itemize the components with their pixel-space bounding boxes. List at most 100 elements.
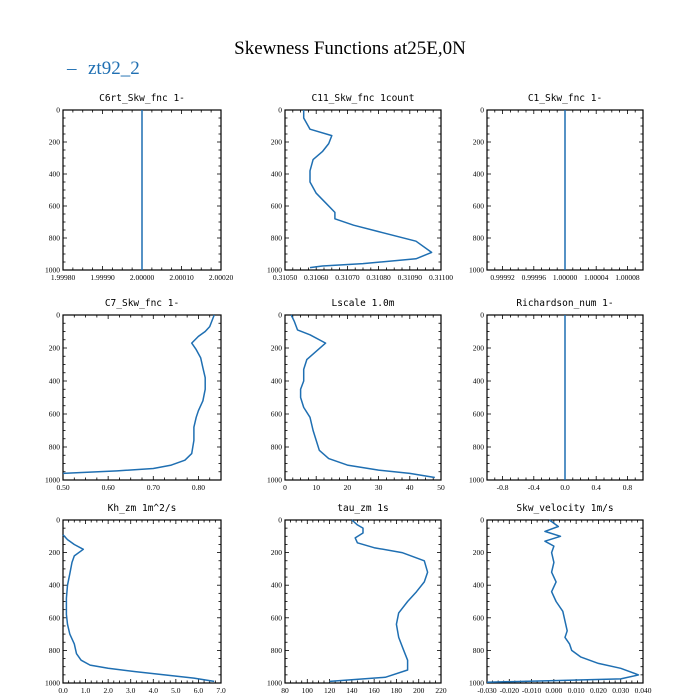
x-tick-label: -0.4 — [528, 483, 540, 492]
panel-title: Lscale 1.0m — [332, 298, 395, 309]
x-tick-label: 140 — [346, 686, 358, 695]
y-tick-label: 200 — [473, 344, 485, 353]
y-tick-label: 600 — [271, 202, 283, 211]
plot-frame — [62, 519, 222, 684]
x-tick-label: 0.99992 — [490, 273, 515, 282]
x-tick-label: 0.31090 — [398, 273, 423, 282]
x-tick-label: 0.80 — [192, 483, 205, 492]
y-tick-label: 400 — [473, 581, 485, 590]
x-tick-label: 0.31050 — [273, 273, 298, 282]
x-tick-label: 0.31060 — [304, 273, 329, 282]
x-tick-label: 2.00000 — [130, 273, 155, 282]
y-tick-label: 200 — [49, 548, 61, 557]
y-tick-label: 400 — [271, 581, 283, 590]
y-tick-label: 200 — [473, 138, 485, 147]
x-tick-label: 80 — [281, 686, 289, 695]
x-tick-label: 0.8 — [623, 483, 633, 492]
y-tick-label: 400 — [473, 377, 485, 386]
x-tick-label: 180 — [391, 686, 403, 695]
legend-line-marker: – — [66, 58, 77, 79]
series-line — [329, 519, 429, 683]
y-tick-label: 200 — [271, 138, 283, 147]
y-tick-label: 800 — [271, 646, 283, 655]
x-tick-label: 4.0 — [149, 686, 159, 695]
plot-frame — [62, 314, 222, 481]
y-tick-label: 0 — [480, 311, 484, 320]
x-tick-label: 30 — [375, 483, 383, 492]
x-tick-label: 0.99996 — [522, 273, 547, 282]
y-tick-label: 0 — [278, 516, 282, 525]
panel-c1-skw-fnc: C1_Skw_fnc 1- 0 200 400 600 800 1000 0.99992 0.9… — [469, 93, 644, 282]
y-tick-label: 800 — [473, 646, 485, 655]
panel-title: Richardson_num 1- — [516, 298, 613, 309]
y-tick-label: 800 — [271, 234, 283, 243]
x-tick-label: 1.99990 — [90, 273, 115, 282]
plot-frame — [284, 314, 442, 481]
x-tick-label: 0.0 — [560, 483, 570, 492]
y-tick-label: 200 — [49, 138, 61, 147]
x-tick-label: 0.60 — [102, 483, 115, 492]
x-tick-label: 0.4 — [592, 483, 602, 492]
y-tick-label: 800 — [49, 234, 61, 243]
panel-title: C7_Skw_fnc 1- — [105, 298, 179, 309]
y-tick-label: 600 — [473, 613, 485, 622]
y-tick-label: 400 — [271, 170, 283, 179]
x-tick-label: 0.0 — [58, 686, 68, 695]
plot-frame — [486, 519, 644, 684]
y-tick-label: 800 — [473, 443, 485, 452]
x-tick-label: 1.99980 — [51, 273, 76, 282]
x-tick-label: 5.0 — [171, 686, 181, 695]
y-tick-label: 200 — [473, 548, 485, 557]
panel-title: Kh_zm 1m^2/s — [108, 503, 177, 514]
x-tick-label: 0.31100 — [429, 273, 453, 282]
y-tick-label: 0 — [480, 106, 484, 115]
x-tick-label: 220 — [435, 686, 447, 695]
x-tick-label: 2.00010 — [169, 273, 194, 282]
y-tick-label: 800 — [271, 443, 283, 452]
panel-title: tau_zm 1s — [337, 503, 388, 514]
x-tick-label: -0.010 — [522, 686, 542, 695]
y-tick-label: 1000 — [45, 476, 60, 485]
panel-richardson-num: Richardson_num 1- 0 200 400 600 800 1000 -0.8 -0… — [469, 298, 644, 492]
x-tick-label: 6.0 — [194, 686, 204, 695]
x-tick-label: 1.00000 — [553, 273, 578, 282]
y-tick-label: 400 — [49, 377, 61, 386]
x-tick-label: 2.0 — [103, 686, 113, 695]
y-tick-label: 200 — [271, 548, 283, 557]
x-tick-label: 40 — [406, 483, 414, 492]
x-tick-label: 120 — [324, 686, 336, 695]
x-tick-label: 0.31070 — [335, 273, 360, 282]
x-tick-label: 160 — [369, 686, 381, 695]
legend: – zt92_2 — [66, 58, 140, 79]
y-tick-label: 200 — [49, 344, 61, 353]
x-tick-label: 0.030 — [612, 686, 629, 695]
y-tick-label: 600 — [49, 202, 61, 211]
y-tick-label: 600 — [473, 410, 485, 419]
y-tick-label: 0 — [278, 106, 282, 115]
y-tick-label: 1000 — [267, 679, 282, 688]
y-tick-label: 0 — [278, 311, 282, 320]
x-tick-label: -0.8 — [497, 483, 509, 492]
x-tick-label: 2.00020 — [209, 273, 234, 282]
x-tick-label: 0.010 — [568, 686, 585, 695]
x-tick-label: 0.31080 — [366, 273, 391, 282]
x-tick-label: 0.000 — [545, 686, 562, 695]
series-line — [62, 314, 215, 475]
legend-label: zt92_2 — [88, 58, 140, 79]
y-tick-label: 1000 — [45, 679, 60, 688]
panel-c11-skw-fnc: C11_Skw_fnc 1count020040060080010000.310… — [267, 93, 453, 282]
series-line — [290, 314, 435, 479]
x-tick-label: 0.70 — [147, 483, 160, 492]
y-tick-label: 1000 — [45, 266, 60, 275]
y-tick-label: 800 — [49, 646, 61, 655]
y-tick-label: 1000 — [267, 266, 282, 275]
panel-title: C11_Skw_fnc 1count — [312, 93, 415, 104]
y-tick-label: 0 — [56, 106, 60, 115]
x-tick-label: -0.020 — [500, 686, 520, 695]
series-line — [486, 519, 640, 683]
y-tick-label: 600 — [49, 613, 61, 622]
x-tick-label: 7.0 — [216, 686, 226, 695]
